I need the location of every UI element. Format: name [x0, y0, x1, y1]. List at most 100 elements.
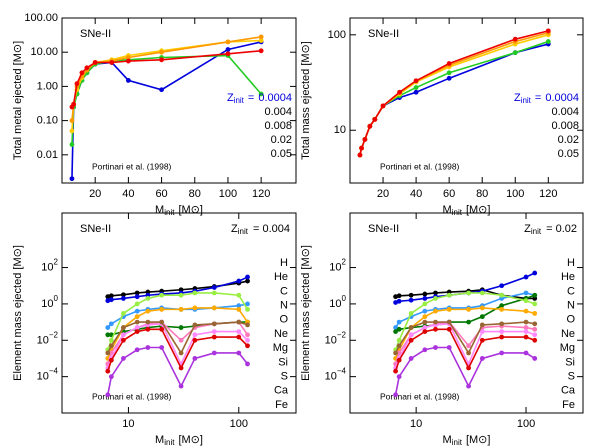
y-axis-label: Total mass ejected [M⊙]: [300, 41, 312, 160]
data-point: [211, 334, 217, 340]
x-label-unit: [M⊙]: [178, 434, 203, 446]
data-point: [466, 350, 471, 356]
data-point: [178, 350, 184, 356]
data-point: [236, 334, 242, 340]
x-label-unit: [M⊙]: [178, 204, 203, 216]
data-point: [499, 283, 505, 289]
legend-z: Z: [227, 92, 234, 104]
y-tick-text: 10: [37, 334, 49, 346]
data-point: [408, 292, 414, 298]
data-point: [499, 303, 505, 309]
y-tick-label: 100: [329, 294, 346, 310]
data-point: [532, 337, 538, 343]
legend-entry: 0.02: [558, 134, 579, 146]
data-point: [466, 306, 471, 312]
data-point: [408, 325, 414, 330]
legend-eq: =: [248, 92, 254, 104]
annotation: Portinari et al. (1998): [92, 161, 172, 171]
data-point: [74, 81, 80, 87]
data-point: [178, 325, 184, 330]
legend-entry: 0.008: [264, 120, 292, 132]
data-point: [408, 337, 414, 343]
data-point: [422, 329, 428, 334]
annotation: SNe-II: [368, 28, 399, 40]
y-tick-exponent: −2: [49, 330, 59, 339]
legend-entry: N: [567, 300, 575, 312]
x-axis-label: Minit [M⊙]: [155, 434, 203, 446]
y-tick-text: 10: [329, 298, 341, 310]
x-axis-label: Minit [M⊙]: [155, 204, 203, 217]
series-line: [107, 328, 249, 372]
data-point: [211, 350, 217, 356]
plot-frame: [61, 17, 297, 184]
data-point: [422, 301, 428, 307]
data-point: [396, 350, 402, 356]
legend-entry: Ca: [561, 385, 576, 397]
data-point: [211, 290, 217, 296]
data-point: [408, 297, 414, 303]
data-point: [236, 278, 242, 284]
legend-entry: Si: [278, 356, 288, 368]
data-point: [159, 57, 164, 63]
data-point: [145, 326, 151, 332]
data-point: [105, 332, 111, 338]
legend-entry: 0.05: [558, 148, 579, 160]
data-point: [178, 337, 184, 343]
data-point: [108, 297, 114, 303]
data-point: [396, 337, 402, 343]
z-text: = 0.004: [253, 223, 290, 235]
legend-entry: He: [561, 271, 575, 283]
data-point: [545, 39, 551, 44]
legend-entry: N: [280, 300, 288, 312]
data-point: [413, 89, 419, 95]
legend-entry: Fe: [275, 399, 288, 411]
y-tick-label: 100.00: [24, 12, 58, 24]
data-point: [532, 270, 538, 276]
data-point: [178, 365, 184, 371]
y-tick-label: 100: [41, 294, 58, 310]
y-tick-text: 10: [41, 298, 53, 310]
data-point: [422, 347, 428, 353]
data-point: [393, 325, 398, 330]
data-point: [523, 350, 529, 356]
legend-entry: O: [566, 314, 575, 326]
data-point: [433, 308, 438, 314]
data-point: [159, 345, 165, 350]
data-point: [479, 337, 485, 343]
y-tick-exponent: 2: [54, 258, 59, 267]
x-tick-label: 100: [517, 418, 535, 430]
series-line: [107, 292, 249, 351]
data-point: [178, 306, 184, 312]
x-tick-label: 60: [155, 188, 167, 200]
legend-entry: O: [279, 314, 288, 326]
data-point: [71, 101, 77, 107]
data-point: [225, 47, 231, 52]
data-point: [108, 337, 114, 343]
data-point: [479, 314, 485, 320]
data-point: [134, 319, 140, 325]
legend-entry: Ne: [274, 328, 288, 340]
data-point: [523, 319, 529, 325]
legend-z-sub: init: [521, 96, 532, 105]
legend-title: Zinit = 0.0004: [227, 92, 292, 105]
x-tick-label: 80: [476, 188, 488, 200]
data-point: [367, 123, 373, 129]
series-line: [394, 346, 536, 395]
data-point: [211, 285, 217, 290]
legend-entry: Si: [565, 356, 575, 368]
x-label-main: M: [155, 434, 164, 446]
data-point: [532, 292, 538, 298]
data-point: [245, 343, 250, 349]
data-point: [523, 308, 529, 314]
data-point: [396, 293, 402, 299]
data-point: [396, 357, 402, 363]
y-tick-label: 10−4: [325, 367, 347, 383]
z-main: Z: [231, 223, 238, 235]
data-point: [408, 311, 414, 316]
legend-entry: 0.0004: [258, 92, 292, 104]
data-point: [380, 103, 386, 109]
data-point: [413, 85, 419, 90]
data-point: [532, 321, 538, 327]
data-point: [134, 290, 140, 296]
legend-z: Z: [514, 92, 521, 104]
